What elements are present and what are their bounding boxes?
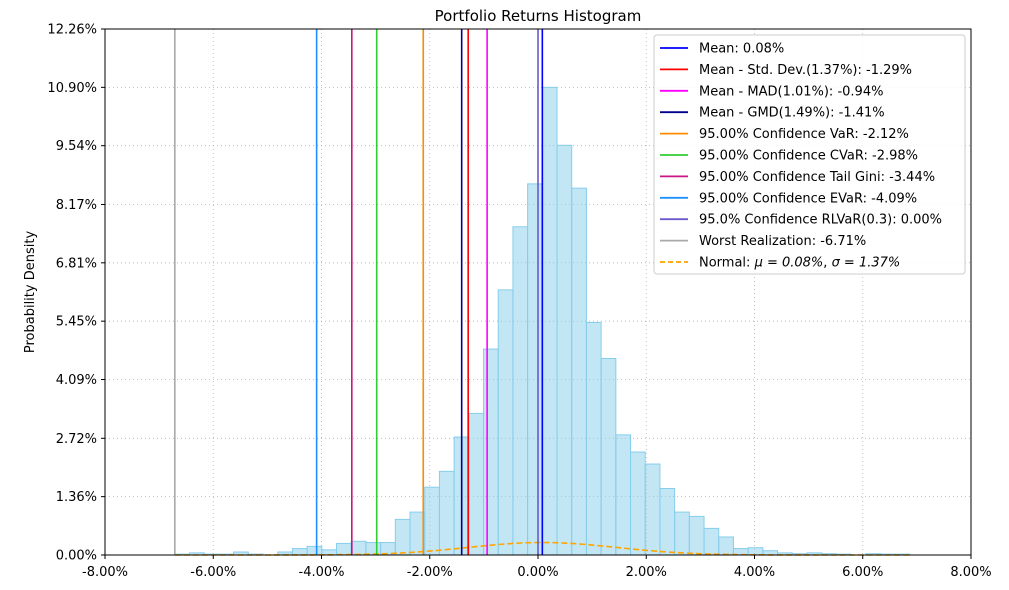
histogram-bar-31 — [630, 451, 646, 556]
chart-title: Portfolio Returns Histogram — [435, 7, 642, 25]
legend-label-normal: Normal: μ = 0.08%, σ = 1.37% — [699, 256, 900, 271]
x-tick-label-2: -4.00% — [299, 565, 345, 580]
histogram-bar-29 — [600, 358, 617, 556]
y-tick-label-8: 10.90% — [47, 81, 97, 96]
legend-label-2: Mean - MAD(1.01%): -0.94% — [699, 84, 883, 99]
legend-label-6: 95.00% Confidence Tail Gini: -3.44% — [699, 170, 935, 185]
legend-label-9: Worst Realization: -6.71% — [699, 234, 866, 249]
histogram-bar-37 — [718, 536, 734, 556]
legend-label-3: Mean - GMD(1.49%): -1.41% — [699, 106, 885, 121]
histogram-bar-17 — [424, 486, 440, 556]
histogram-bar-32 — [644, 463, 661, 556]
histogram-bar-12 — [350, 540, 367, 556]
legend-label-normal-part-1: μ = 0.08% — [754, 256, 824, 271]
histogram-bar-35 — [688, 515, 705, 556]
x-tick-label-1: -6.00% — [190, 565, 236, 580]
legend-label-normal-part-3: σ = 1.37% — [832, 256, 901, 271]
y-axis-label: Probability Density — [23, 231, 38, 354]
histogram-bar-34 — [674, 511, 690, 556]
histogram-bar-18 — [438, 470, 455, 556]
histogram-bar-20 — [468, 412, 485, 556]
y-tick-label-4: 5.45% — [56, 315, 97, 330]
legend: Mean: 0.08% Mean - Std. Dev.(1.37%): -1.2… — [653, 34, 966, 275]
histogram-bar-11 — [336, 542, 352, 556]
legend-label-4: 95.00% Confidence VaR: -2.12% — [699, 127, 909, 142]
legend-label-normal-part-0: Normal: — [699, 256, 755, 271]
histogram-bar-9 — [306, 545, 323, 556]
legend-box — [653, 34, 966, 275]
x-tick-label-6: 4.00% — [734, 565, 775, 580]
y-tick-label-3: 4.09% — [56, 373, 97, 388]
x-tick-label-4: 0.00% — [517, 565, 558, 580]
risk-measure-lines — [174, 29, 544, 555]
histogram-bar-36 — [703, 527, 720, 556]
histogram-bar-23 — [512, 226, 529, 556]
histogram-bar-33 — [659, 487, 676, 556]
y-tick-label-5: 6.81% — [56, 256, 97, 271]
x-tick-label-7: 6.00% — [842, 565, 883, 580]
histogram-bar-26 — [556, 144, 573, 556]
histogram-bar-21 — [483, 348, 499, 556]
legend-label-7: 95.00% Confidence EVaR: -4.09% — [699, 191, 917, 206]
x-tick-label-3: -2.00% — [407, 565, 453, 580]
histogram-bar-25 — [541, 86, 558, 556]
legend-label-1: Mean - Std. Dev.(1.37%): -1.29% — [699, 63, 912, 78]
y-tick-label-2: 2.72% — [56, 432, 97, 447]
histogram-bar-39 — [747, 547, 764, 556]
histogram-bar-27 — [571, 187, 587, 556]
x-tick-label-5: 2.00% — [626, 565, 667, 580]
histogram-bar-15 — [394, 518, 411, 556]
legend-label-8: 95.0% Confidence RLVaR(0.3): 0.00% — [699, 213, 942, 228]
histogram-bars — [174, 86, 911, 556]
histogram-bar-8 — [291, 548, 308, 556]
histogram-bar-22 — [497, 289, 514, 556]
y-tick-label-1: 1.36% — [56, 490, 97, 505]
x-tick-label-0: -8.00% — [82, 565, 128, 580]
y-tick-label-6: 8.17% — [56, 198, 97, 213]
y-tick-label-9: 12.26% — [47, 23, 97, 38]
y-tick-label-7: 9.54% — [56, 139, 97, 154]
x-axis-ticks: -8.00% -6.00% -4.00% -2.00% 0.00% 2.00% 4.00% 6… — [82, 555, 992, 580]
legend-label-0: Mean: 0.08% — [699, 42, 784, 57]
histogram-bar-24 — [527, 183, 543, 556]
legend-label-normal-part-2: , — [823, 256, 831, 271]
histogram-bar-30 — [615, 434, 632, 556]
y-axis-ticks: 0.00% 1.36% 2.72% 4.09% 5.45% 6.81% 8.17% 9.54%… — [47, 23, 105, 564]
x-tick-label-8: 8.00% — [950, 565, 991, 580]
y-tick-label-0: 0.00% — [56, 549, 97, 564]
legend-label-5: 95.00% Confidence CVaR: -2.98% — [699, 149, 918, 164]
histogram-bar-28 — [585, 321, 602, 556]
